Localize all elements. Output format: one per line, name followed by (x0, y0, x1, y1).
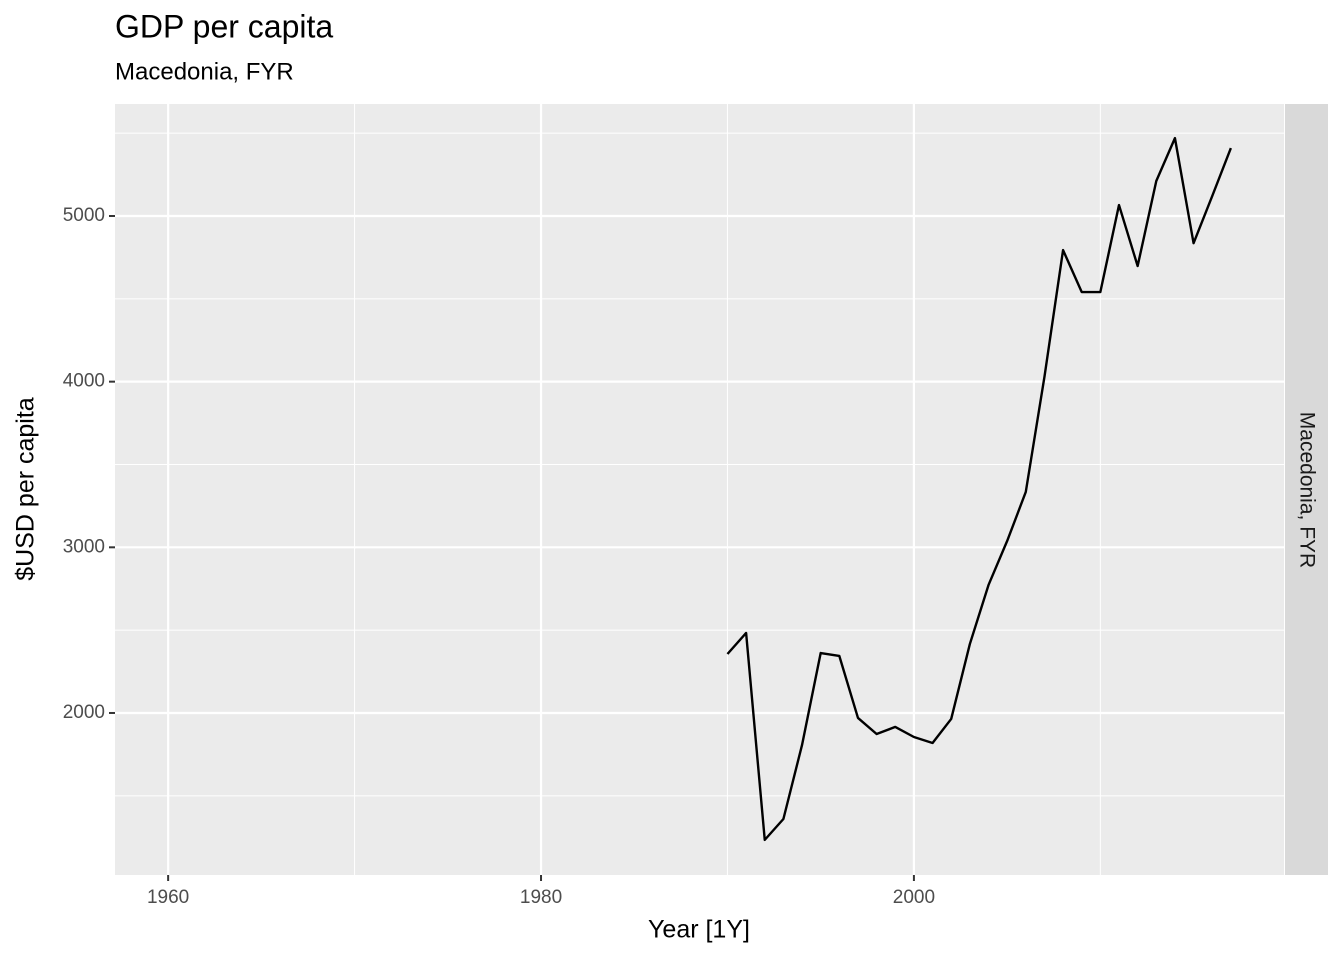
chart-subtitle: Macedonia, FYR (115, 58, 294, 85)
y-tick-label: 4000 (63, 371, 105, 392)
y-tick-label: 5000 (63, 205, 105, 226)
chart-title: GDP per capita (115, 8, 333, 44)
data-line (726, 136, 1232, 842)
grid: 2000 3000 4000 5000 1960 1980 2000 (63, 104, 1284, 908)
facet-label: Macedonia, FYR (1295, 412, 1318, 568)
x-tick-label: 1980 (520, 887, 562, 908)
y-tick-label: 2000 (63, 702, 105, 723)
facet-strip (1285, 104, 1328, 875)
x-tick-label: 1960 (147, 887, 189, 908)
x-tick-label: 2000 (893, 887, 935, 908)
marks (726, 136, 1232, 842)
x-axis-title: Year [1Y] (648, 916, 750, 944)
plot-panel (115, 104, 1284, 875)
y-tick-label: 3000 (63, 536, 105, 557)
y-axis-title: $USD per capita (12, 397, 40, 581)
